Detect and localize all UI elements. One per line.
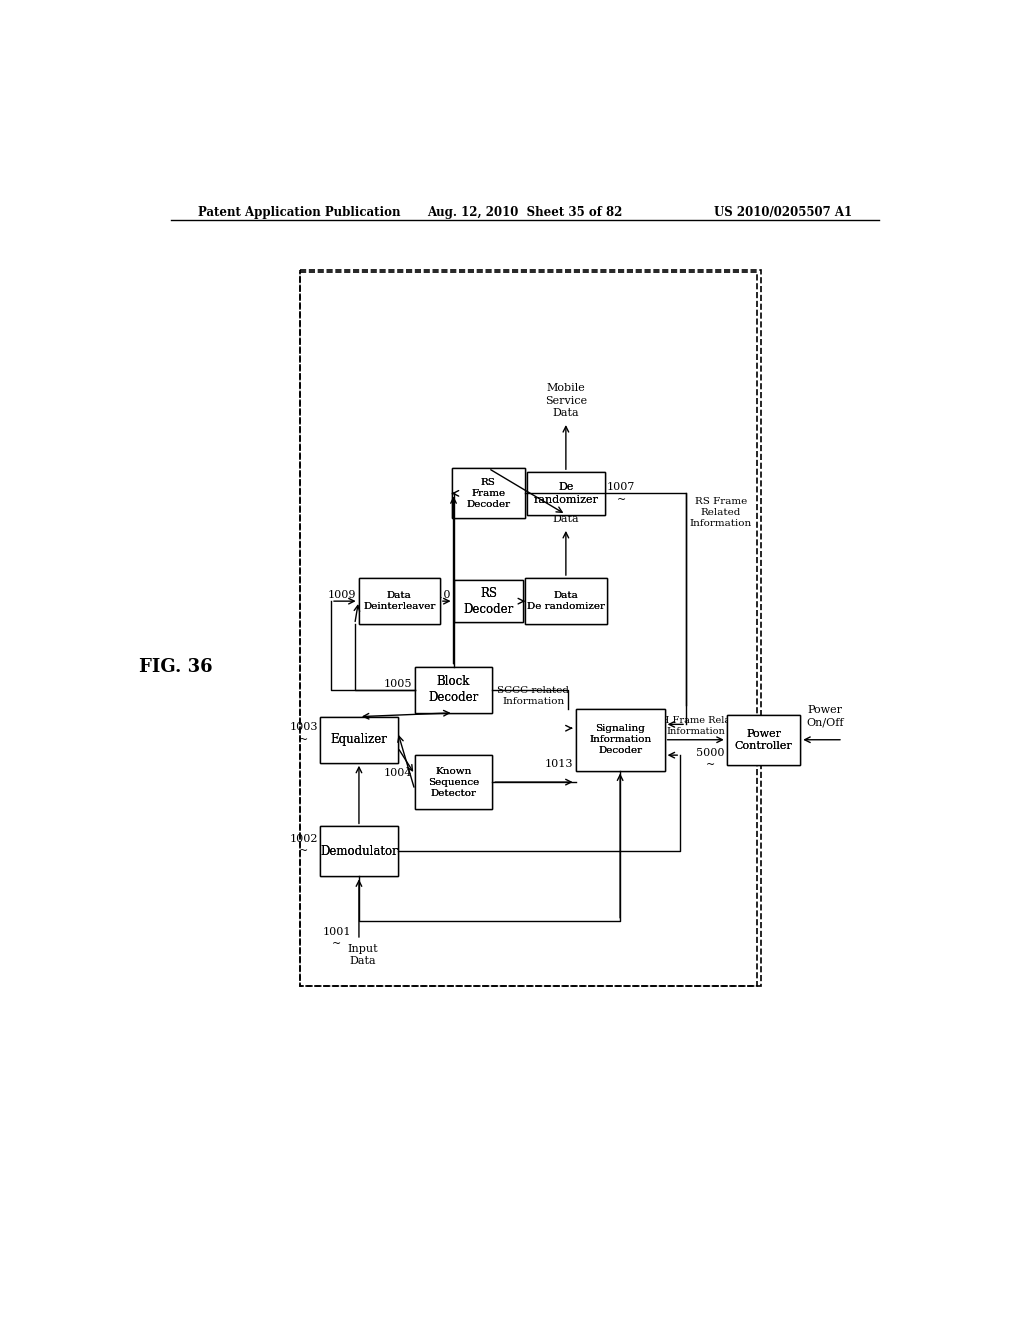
- Bar: [452, 469, 525, 519]
- Text: Main
Service
Data: Main Service Data: [545, 490, 587, 524]
- Text: RS Frame
Related
Information: RS Frame Related Information: [690, 498, 752, 528]
- Bar: [415, 667, 493, 713]
- Text: Power
Controller: Power Controller: [734, 729, 793, 751]
- Text: Patent Application Publication: Patent Application Publication: [198, 206, 400, 219]
- Text: De
randomizer: De randomizer: [534, 482, 598, 504]
- Bar: [358, 578, 440, 624]
- Text: US 2010/0205507 A1: US 2010/0205507 A1: [715, 206, 853, 219]
- Text: Known
Sequence
Detector: Known Sequence Detector: [428, 767, 479, 797]
- Bar: [454, 579, 523, 622]
- Bar: [527, 473, 604, 515]
- Text: 1009: 1009: [328, 590, 356, 601]
- Text: 1002
~: 1002 ~: [290, 834, 317, 857]
- Text: RS
Decoder: RS Decoder: [463, 586, 513, 615]
- Text: Equalizer: Equalizer: [331, 733, 387, 746]
- Text: Data
Deinterleaver: Data Deinterleaver: [364, 591, 435, 611]
- Text: 1011: 1011: [495, 590, 523, 601]
- Text: 1004: 1004: [384, 768, 413, 777]
- Text: 1003
~: 1003 ~: [290, 722, 317, 744]
- Text: 1006
~: 1006 ~: [527, 482, 556, 504]
- Text: Known
Sequence
Detector: Known Sequence Detector: [428, 767, 479, 797]
- Text: Power
On/Off: Power On/Off: [807, 705, 844, 727]
- Text: Aug. 12, 2010  Sheet 35 of 82: Aug. 12, 2010 Sheet 35 of 82: [427, 206, 623, 219]
- Bar: [358, 578, 440, 624]
- Bar: [727, 714, 801, 764]
- Bar: [415, 667, 493, 713]
- Bar: [321, 826, 397, 876]
- Text: Input
Data: Input Data: [347, 944, 378, 966]
- Text: De
randomizer: De randomizer: [534, 482, 598, 504]
- Text: Demodulator: Demodulator: [321, 845, 398, 858]
- Text: 1001
~: 1001 ~: [323, 927, 351, 949]
- Bar: [321, 826, 397, 876]
- Text: Power
Controller: Power Controller: [734, 729, 793, 751]
- Text: Equalizer: Equalizer: [331, 733, 387, 746]
- Text: Signaling
Information
Decoder: Signaling Information Decoder: [589, 725, 651, 755]
- Text: RS
Frame
Decoder: RS Frame Decoder: [466, 478, 510, 510]
- Bar: [525, 578, 606, 624]
- Bar: [415, 755, 493, 809]
- Text: Data
De randomizer: Data De randomizer: [527, 591, 605, 611]
- Bar: [575, 709, 665, 771]
- Text: Block
Decoder: Block Decoder: [428, 676, 478, 704]
- Bar: [525, 578, 606, 624]
- Text: 1013: 1013: [545, 759, 573, 770]
- Bar: [575, 709, 665, 771]
- Text: 1007
~: 1007 ~: [607, 482, 635, 504]
- Text: Signaling
Information
Decoder: Signaling Information Decoder: [589, 725, 651, 755]
- Text: RS
Frame
Decoder: RS Frame Decoder: [466, 478, 510, 510]
- Text: Mobile
Service
Data: Mobile Service Data: [545, 384, 587, 418]
- Text: Demodulator: Demodulator: [321, 845, 398, 858]
- Bar: [415, 755, 493, 809]
- Text: Data
Deinterleaver: Data Deinterleaver: [364, 591, 435, 611]
- Bar: [527, 473, 604, 515]
- Text: RS
Decoder: RS Decoder: [463, 586, 513, 615]
- Text: FIG. 36: FIG. 36: [139, 657, 213, 676]
- Bar: [321, 717, 397, 763]
- Text: Data
De randomizer: Data De randomizer: [527, 591, 605, 611]
- Text: 1010: 1010: [423, 590, 452, 601]
- Text: SCCC related
Information: SCCC related Information: [498, 686, 569, 706]
- Text: 1005: 1005: [384, 678, 413, 689]
- Text: MPH Frame Related
Information: MPH Frame Related Information: [644, 715, 746, 737]
- Bar: [452, 469, 525, 519]
- Bar: [727, 714, 801, 764]
- Text: Block
Decoder: Block Decoder: [428, 676, 478, 704]
- Text: 5000
~: 5000 ~: [696, 748, 724, 770]
- Bar: [300, 272, 758, 986]
- Bar: [321, 717, 397, 763]
- Bar: [300, 271, 761, 986]
- Bar: [454, 579, 523, 622]
